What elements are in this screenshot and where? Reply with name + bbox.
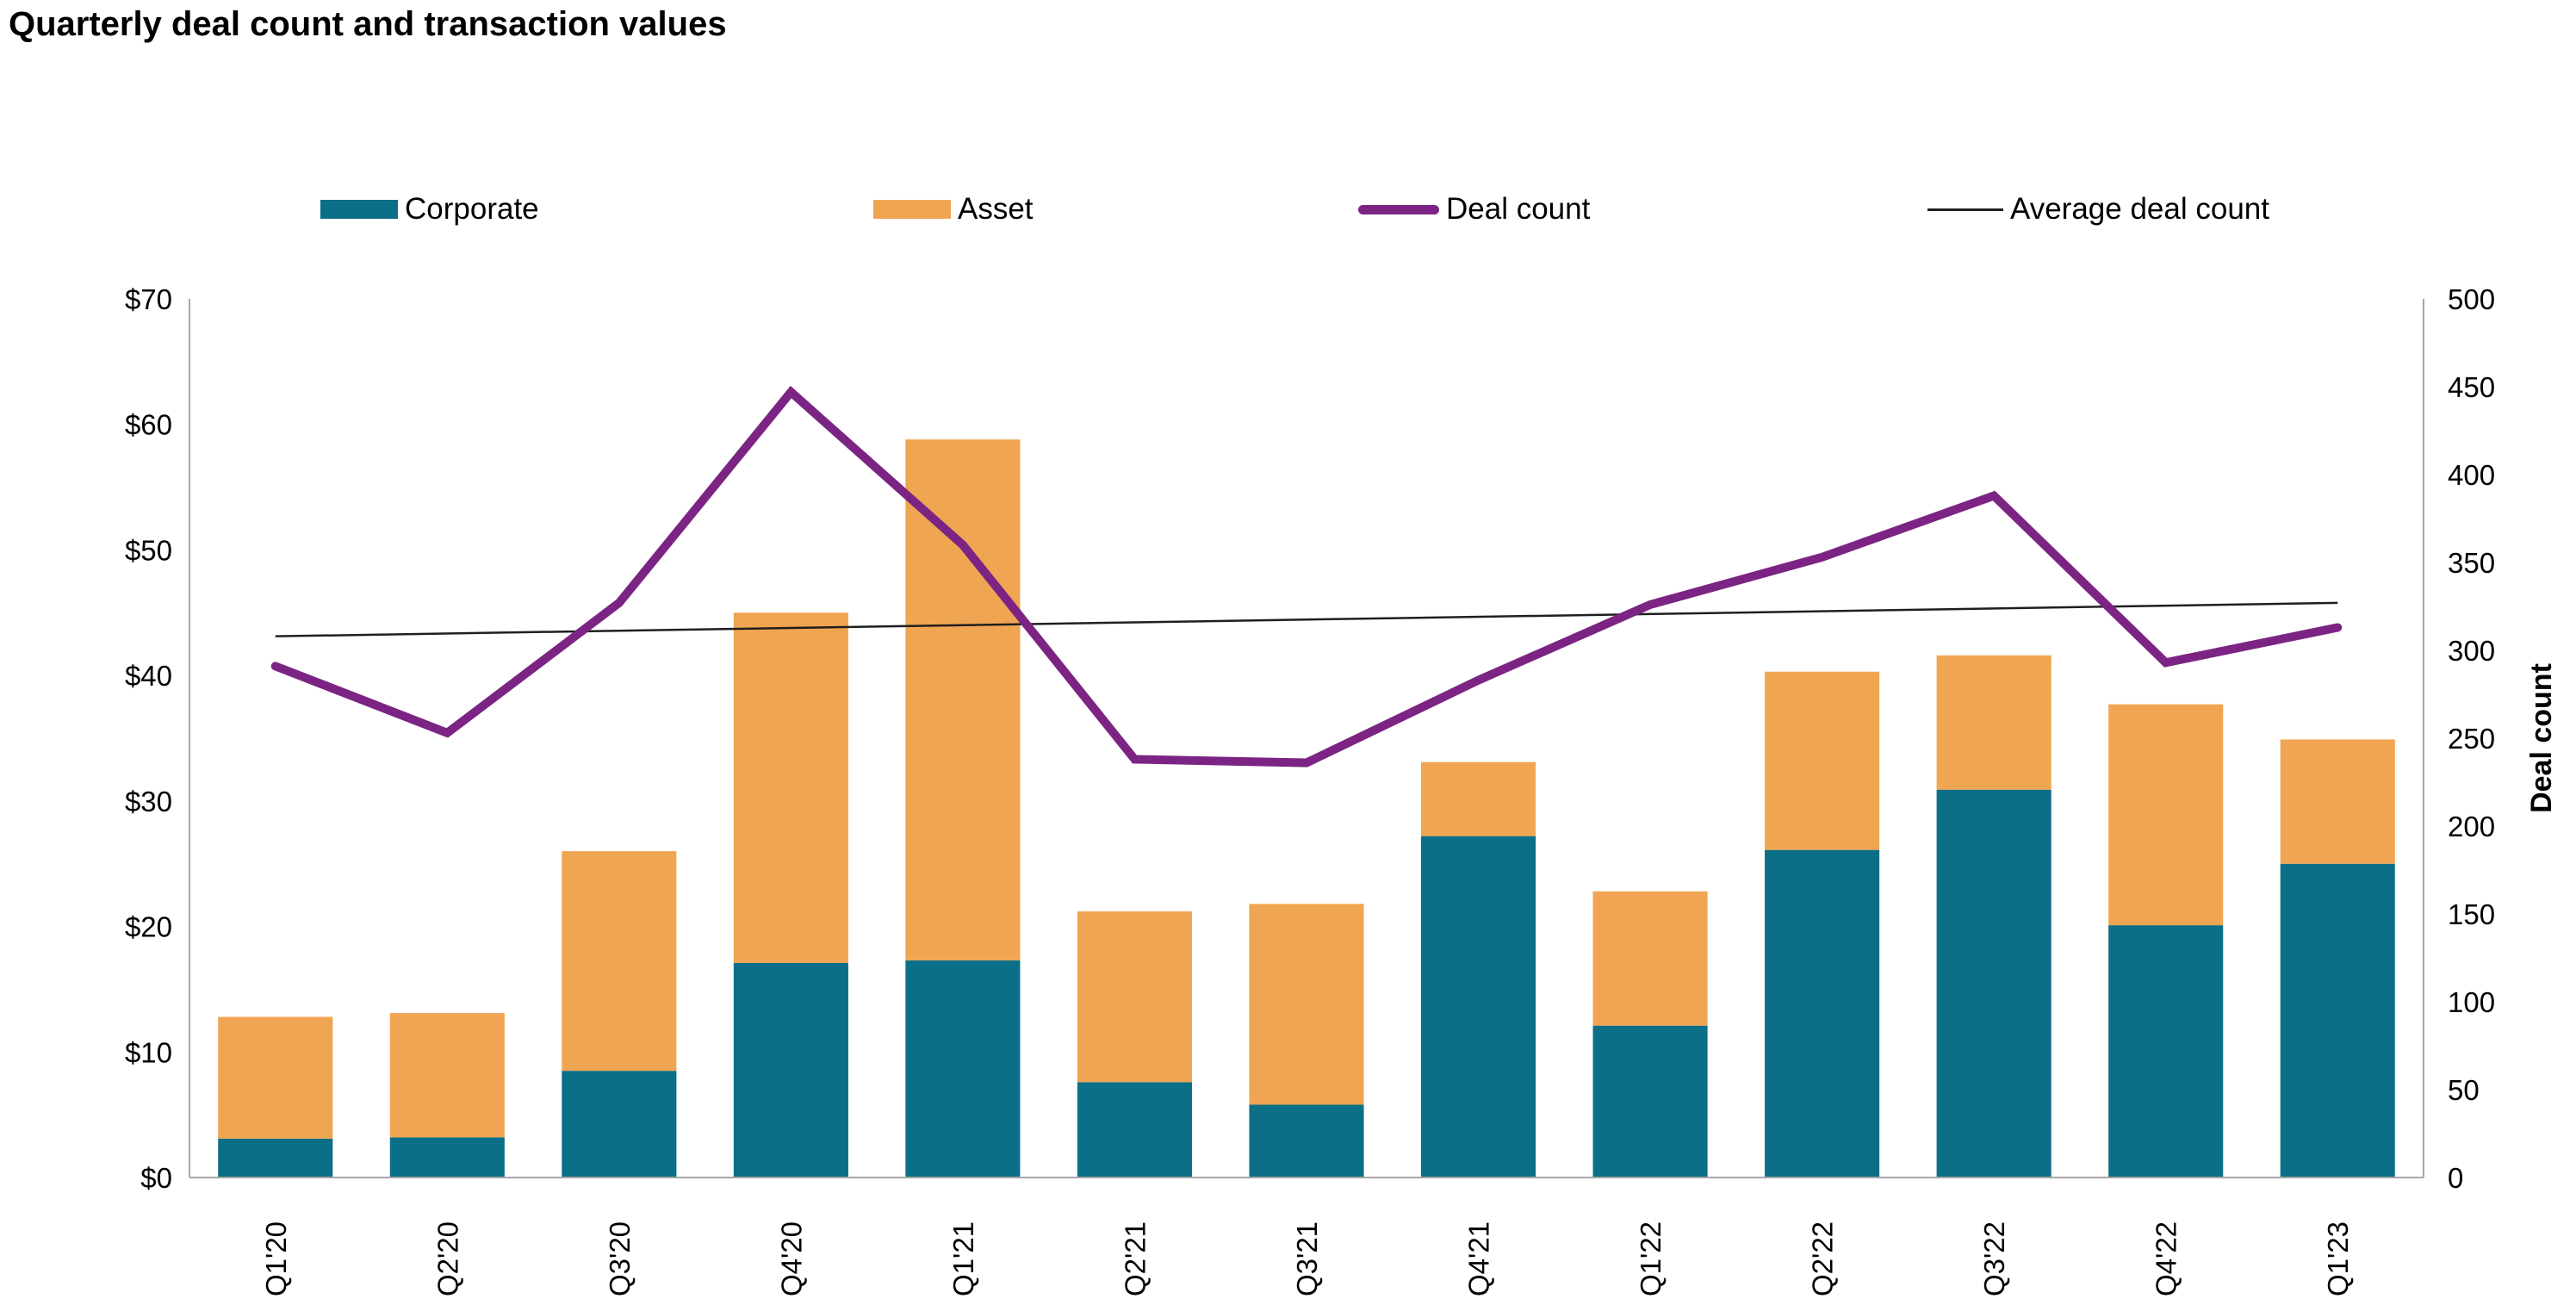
chart-title: Quarterly deal count and transaction val… <box>9 5 727 43</box>
x-axis-tick-label: Q4'20 <box>775 1221 807 1296</box>
right-axis-tick-label: 250 <box>2448 723 2495 755</box>
legend-label: Deal count <box>1446 192 1591 226</box>
bar-asset-Q1'22 <box>1592 891 1708 1026</box>
legend-label: Average deal count <box>2010 192 2269 226</box>
legend-item-corporate: Corporate <box>320 190 539 228</box>
right-axis-tick-label: 150 <box>2448 898 2495 930</box>
right-axis-tick-label: 450 <box>2448 371 2495 403</box>
left-axis-tick-label: $50 <box>125 534 172 566</box>
bar-corporate-Q2'20 <box>389 1137 505 1178</box>
bar-asset-Q2'21 <box>1077 911 1193 1083</box>
bar-corporate-Q2'21 <box>1077 1082 1193 1178</box>
left-axis-tick-label: $20 <box>125 911 172 943</box>
bar-asset-Q3'20 <box>562 851 677 1072</box>
legend-label: Corporate <box>405 192 539 226</box>
average-deal-count-line <box>275 601 2338 637</box>
bar-corporate-Q1'22 <box>1592 1025 1708 1178</box>
x-axis-tick-label: Q2'20 <box>431 1221 463 1296</box>
x-axis-tick-label: Q2'22 <box>1807 1221 1839 1296</box>
legend-swatch-deal-count-icon <box>1358 204 1439 214</box>
left-axis-tick-label: $0 <box>140 1162 172 1194</box>
legend-label: Asset <box>958 192 1034 226</box>
x-axis-tick-label: Q1'22 <box>1635 1221 1667 1296</box>
bar-corporate-Q2'22 <box>1765 849 1880 1178</box>
bar-asset-Q1'20 <box>218 1016 333 1139</box>
bar-asset-Q1'21 <box>905 439 1021 960</box>
x-axis-tick-label: Q2'21 <box>1119 1221 1151 1296</box>
x-axis-tick-label: Q1'23 <box>2322 1221 2354 1296</box>
left-axis-tick-label: $30 <box>125 786 172 817</box>
bar-asset-Q4'20 <box>733 612 848 963</box>
right-axis-tick-label: 350 <box>2448 547 2495 579</box>
right-axis-tick-label: 500 <box>2448 283 2495 315</box>
x-axis-tick-label: Q3'21 <box>1291 1221 1323 1296</box>
x-axis-tick-label: Q1'21 <box>947 1221 979 1296</box>
left-axis-tick-label: $10 <box>125 1036 172 1068</box>
x-axis-tick-label: Q3'20 <box>604 1221 636 1296</box>
bar-corporate-Q4'20 <box>733 962 848 1178</box>
left-axis-tick-label: $40 <box>125 660 172 692</box>
bar-corporate-Q1'23 <box>2280 863 2395 1178</box>
x-axis-tick-label: Q1'20 <box>260 1221 292 1296</box>
bar-corporate-Q3'21 <box>1249 1104 1364 1178</box>
bar-asset-Q4'21 <box>1420 761 1536 836</box>
legend-swatch-corporate-icon <box>320 200 398 219</box>
legend-item-average-deal-count: Average deal count <box>1927 190 2269 228</box>
bar-asset-Q2'22 <box>1765 671 1880 850</box>
right-axis-tick-label: 400 <box>2448 459 2495 491</box>
deal-count-line <box>270 385 2343 767</box>
right-axis-tick-label: 0 <box>2448 1162 2463 1194</box>
legend-swatch-asset-icon <box>873 200 951 219</box>
legend-item-deal-count: Deal count <box>1358 190 1590 228</box>
bar-asset-Q3'22 <box>1936 655 2051 790</box>
bar-corporate-Q3'22 <box>1936 789 2051 1178</box>
bar-corporate-Q1'21 <box>905 960 1021 1178</box>
x-axis-tick-label: Q4'22 <box>2151 1221 2182 1296</box>
legend-item-asset: Asset <box>873 190 1034 228</box>
left-axis-tick-label: $70 <box>125 283 172 315</box>
left-axis-tick-label: $60 <box>125 409 172 441</box>
bar-corporate-Q1'20 <box>218 1138 333 1178</box>
x-axis-tick-label: Q3'22 <box>1978 1221 2010 1296</box>
bar-asset-Q3'21 <box>1249 904 1364 1105</box>
right-axis-tick-label: 100 <box>2448 986 2495 1018</box>
right-axis-title: Deal count <box>2525 663 2558 813</box>
bar-asset-Q4'22 <box>2108 704 2224 926</box>
right-axis-tick-label: 50 <box>2448 1074 2480 1106</box>
right-axis-tick-label: 300 <box>2448 635 2495 667</box>
legend-swatch-average-deal-count-icon <box>1927 208 2003 211</box>
bar-corporate-Q4'21 <box>1420 836 1536 1178</box>
bar-corporate-Q3'20 <box>562 1071 677 1178</box>
bar-asset-Q2'20 <box>389 1013 505 1138</box>
x-axis-tick-label: Q4'21 <box>1463 1221 1495 1296</box>
bar-asset-Q1'23 <box>2280 739 2395 864</box>
right-axis-tick-label: 200 <box>2448 811 2495 842</box>
bar-corporate-Q4'22 <box>2108 925 2224 1178</box>
